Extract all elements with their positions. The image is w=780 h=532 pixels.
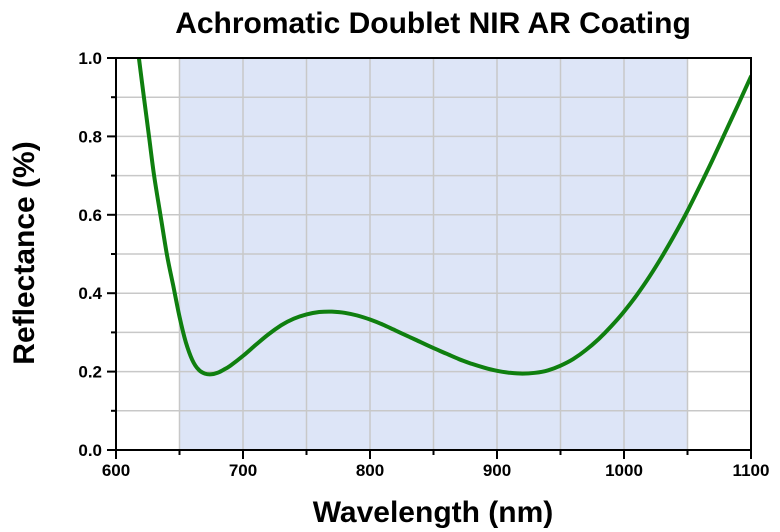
x-tick-label: 700	[229, 461, 257, 480]
reflectance-curve	[136, 58, 751, 377]
x-tick-label: 800	[356, 461, 384, 480]
y-tick-label: 0.0	[78, 441, 102, 460]
y-tick-label: 0.8	[78, 127, 102, 146]
x-axis-title: Wavelength (nm)	[313, 496, 554, 529]
y-tick-label: 1.0	[78, 49, 102, 68]
y-tick-label: 0.6	[78, 206, 102, 225]
chart-title: Achromatic Doublet NIR AR Coating	[175, 7, 691, 40]
y-axis-title: Reflectance (%)	[8, 141, 41, 364]
y-tick-label: 0.4	[78, 284, 102, 303]
x-tick-label: 900	[483, 461, 511, 480]
x-tick-label: 1100	[733, 461, 770, 480]
x-tick-label: 600	[102, 461, 130, 480]
x-tick-label: 1000	[605, 461, 643, 480]
plot-area: 600 700 800 900 1000 1100 0.0 0.2 0.4 0.6 0.8 1.0	[78, 49, 769, 480]
y-tick-label: 0.2	[78, 363, 102, 382]
